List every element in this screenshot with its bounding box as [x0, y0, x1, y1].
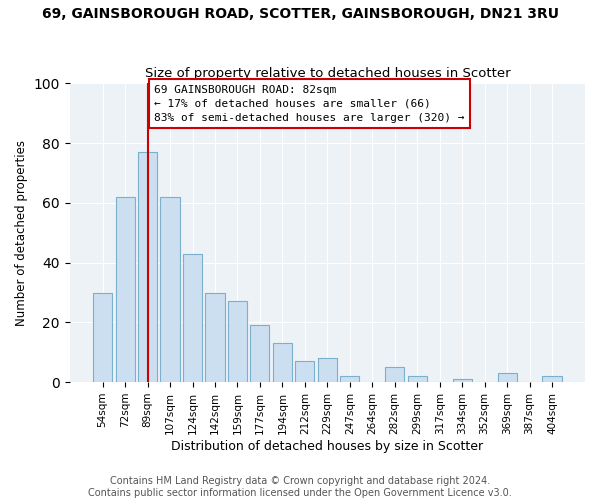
Bar [318, 358, 337, 382]
Bar [273, 344, 292, 382]
Text: 69, GAINSBOROUGH ROAD, SCOTTER, GAINSBOROUGH, DN21 3RU: 69, GAINSBOROUGH ROAD, SCOTTER, GAINSBOR… [41, 8, 559, 22]
Bar [340, 376, 359, 382]
Bar [183, 254, 202, 382]
Bar [250, 326, 269, 382]
Bar [452, 379, 472, 382]
Bar [205, 292, 224, 382]
Bar [407, 376, 427, 382]
Bar [138, 152, 157, 382]
Text: 69 GAINSBOROUGH ROAD: 82sqm
← 17% of detached houses are smaller (66)
83% of sem: 69 GAINSBOROUGH ROAD: 82sqm ← 17% of det… [154, 85, 465, 123]
Bar [228, 302, 247, 382]
X-axis label: Distribution of detached houses by size in Scotter: Distribution of detached houses by size … [171, 440, 484, 452]
Y-axis label: Number of detached properties: Number of detached properties [15, 140, 28, 326]
Title: Size of property relative to detached houses in Scotter: Size of property relative to detached ho… [145, 66, 510, 80]
Bar [497, 373, 517, 382]
Text: Contains HM Land Registry data © Crown copyright and database right 2024.
Contai: Contains HM Land Registry data © Crown c… [88, 476, 512, 498]
Bar [116, 197, 134, 382]
Bar [295, 361, 314, 382]
Bar [93, 292, 112, 382]
Bar [160, 197, 179, 382]
Bar [542, 376, 562, 382]
Bar [385, 367, 404, 382]
